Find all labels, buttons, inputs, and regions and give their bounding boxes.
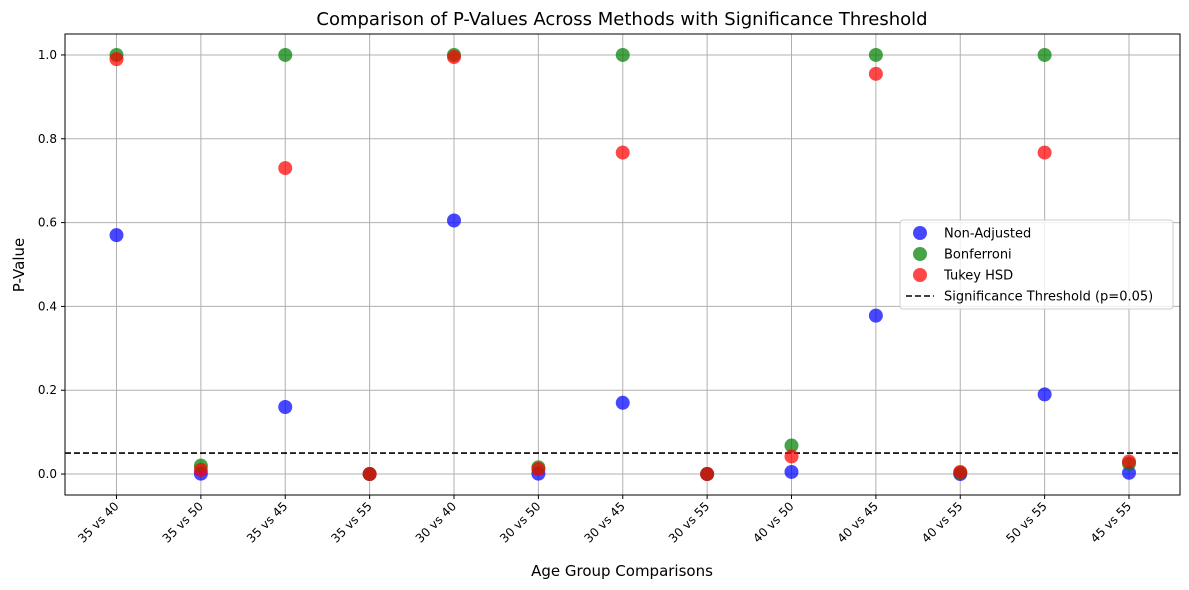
x-tick-label: 30 vs 40 [413, 499, 459, 545]
y-axis: 0.0 0.2 0.4 0.6 0.8 1.0 [38, 48, 65, 481]
tukey-hsd-point [868, 66, 883, 81]
x-tick-label: 35 vs 40 [75, 499, 121, 545]
bonferroni-point [868, 47, 883, 62]
legend-marker-non-adjusted [913, 226, 927, 240]
tukey-hsd-point [615, 145, 630, 160]
x-tick-label: 40 vs 45 [835, 499, 881, 545]
x-tick-label: 50 vs 55 [1003, 499, 1049, 545]
non-adjusted-point [784, 464, 799, 479]
tukey-hsd-point [784, 449, 799, 464]
y-tick-label: 0.6 [38, 216, 57, 230]
chart-title: Comparison of P-Values Across Methods wi… [316, 9, 927, 30]
non-adjusted-point [1037, 387, 1052, 402]
x-axis: 35 vs 40 35 vs 50 35 vs 45 35 vs 55 30 vs 40… [75, 495, 1134, 546]
non-adjusted-point [109, 228, 124, 243]
legend-marker-bonferroni [913, 247, 927, 261]
tukey-hsd-point [109, 52, 124, 67]
bonferroni-point [1037, 47, 1052, 62]
tukey-hsd-point [953, 464, 968, 479]
legend-label-tukey-hsd: Tukey HSD [943, 269, 1013, 284]
x-tick-label: 30 vs 45 [582, 499, 628, 545]
tukey-hsd-point [1122, 454, 1136, 469]
data-points [109, 47, 1136, 482]
x-tick-label: 35 vs 45 [244, 499, 290, 545]
legend-label-bonferroni: Bonferroni [944, 248, 1012, 263]
legend-label-threshold: Significance Threshold (p=0.05) [944, 290, 1153, 305]
tukey-hsd-point [278, 161, 293, 176]
tukey-hsd-point [193, 462, 208, 477]
legend-box [899, 219, 1174, 310]
non-adjusted-point [278, 399, 293, 414]
x-tick-label: 45 vs 55 [1088, 499, 1134, 545]
tukey-hsd-point [700, 467, 715, 482]
x-tick-label: 30 vs 50 [497, 499, 543, 545]
non-adjusted-point [615, 395, 630, 410]
legend-marker-tukey-hsd [913, 268, 927, 282]
x-tick-label: 35 vs 50 [160, 499, 206, 545]
legend-label-non-adjusted: Non-Adjusted [944, 227, 1031, 242]
legend: Non-Adjusted Bonferroni Tukey HSD Significa… [899, 219, 1174, 310]
non-adjusted-point [447, 213, 461, 228]
tukey-hsd-point [1037, 145, 1052, 160]
y-tick-label: 0.0 [38, 467, 57, 481]
x-tick-label: 40 vs 55 [919, 499, 965, 545]
y-tick-label: 0.8 [38, 132, 57, 146]
x-axis-label: Age Group Comparisons [531, 562, 713, 580]
non-adjusted-point [868, 308, 883, 323]
y-tick-label: 0.2 [38, 383, 57, 397]
y-tick-label: 1.0 [38, 48, 57, 62]
bonferroni-point [278, 47, 293, 62]
y-tick-label: 0.4 [38, 299, 57, 313]
y-axis-label: P-Value [10, 238, 28, 292]
tukey-hsd-point [447, 50, 461, 65]
tukey-hsd-point [362, 467, 377, 482]
bonferroni-point [784, 438, 799, 453]
x-tick-label: 40 vs 50 [750, 499, 796, 545]
bonferroni-point [615, 47, 630, 62]
tukey-hsd-point [531, 462, 546, 477]
x-tick-label: 30 vs 55 [666, 499, 712, 545]
x-tick-label: 35 vs 55 [328, 499, 374, 545]
